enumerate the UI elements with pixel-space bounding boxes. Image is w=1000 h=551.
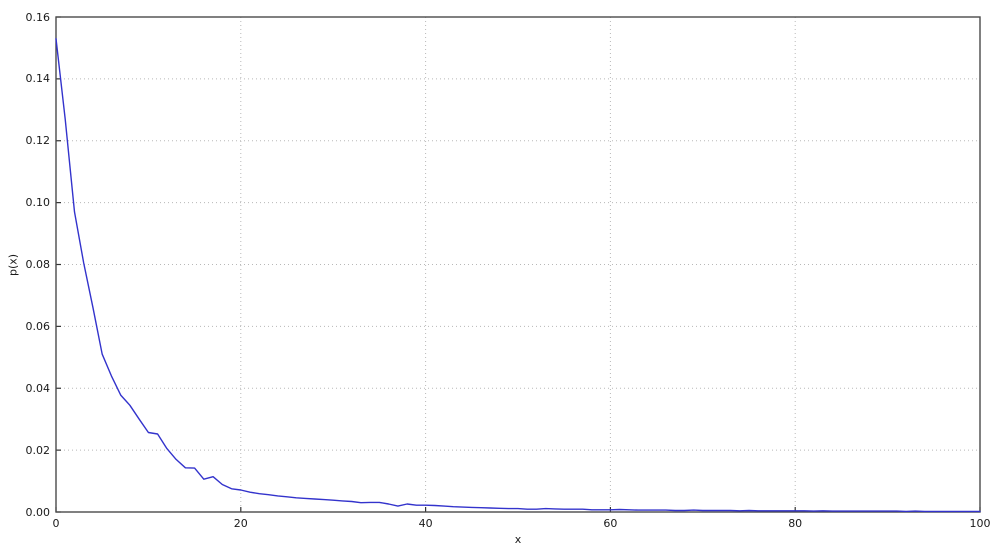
pmf-curve	[55, 38, 981, 513]
y-tick-label: 0.04	[25, 381, 51, 395]
y-tick-label: 0.12	[25, 134, 51, 148]
x-axis-label: x	[514, 533, 522, 546]
x-tick-label: 80	[788, 517, 803, 530]
x-tick-label: 0	[52, 517, 60, 530]
y-axis-label: p(x)	[6, 253, 20, 276]
y-tick-label: 0.08	[25, 258, 51, 271]
y-tick-label: 0.06	[25, 319, 51, 333]
x-tick-label: 40	[418, 517, 433, 530]
y-tick-label: 0.00	[25, 505, 51, 519]
x-tick-label: 20	[233, 517, 248, 530]
y-tick-label: 0.14	[25, 72, 51, 86]
y-tick-label: 0.02	[25, 443, 51, 457]
x-tick-label: 60	[603, 517, 618, 530]
x-tick-label: 100	[969, 517, 991, 530]
plot-frame	[55, 16, 981, 513]
y-tick-label: 0.10	[25, 196, 51, 210]
y-tick-label: 0.16	[25, 10, 51, 24]
